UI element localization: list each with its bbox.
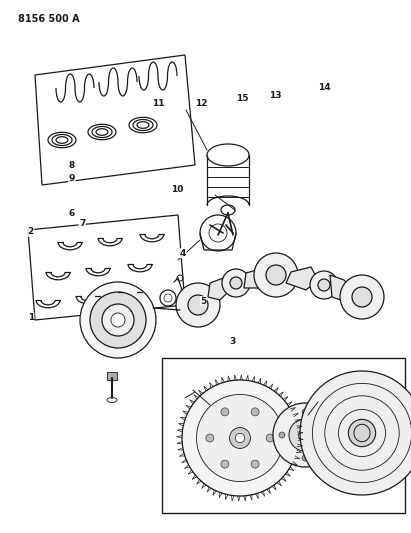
Circle shape [206,434,214,442]
Circle shape [318,279,330,291]
Circle shape [221,408,229,416]
Circle shape [325,432,331,438]
Text: 9: 9 [69,174,75,183]
Circle shape [90,292,146,348]
Bar [162,358,405,513]
Bar [107,372,117,380]
Polygon shape [286,267,318,290]
Circle shape [230,277,242,289]
Circle shape [221,460,229,468]
Text: 15: 15 [236,94,249,103]
Circle shape [302,455,308,461]
Circle shape [102,304,134,336]
Text: 11: 11 [152,100,164,108]
Circle shape [188,295,208,315]
Circle shape [340,275,384,319]
Circle shape [254,253,298,297]
Circle shape [266,265,286,285]
Text: 14: 14 [319,84,331,92]
Circle shape [300,371,411,495]
Circle shape [310,271,338,299]
Text: 5: 5 [200,297,207,305]
Circle shape [182,380,298,496]
Polygon shape [244,268,271,288]
Circle shape [352,287,372,307]
Text: 3: 3 [229,337,236,345]
Circle shape [251,460,259,468]
Circle shape [230,427,250,448]
Text: 8156 500 A: 8156 500 A [18,14,80,24]
Circle shape [222,269,250,297]
Circle shape [349,419,376,447]
Text: 6: 6 [69,209,75,217]
Text: 12: 12 [195,100,208,108]
Circle shape [251,408,259,416]
Circle shape [80,282,156,358]
Polygon shape [208,277,233,300]
Circle shape [266,434,274,442]
Text: 8: 8 [69,161,75,169]
Circle shape [176,283,220,327]
Circle shape [302,409,308,415]
Text: 10: 10 [171,185,183,193]
Circle shape [273,403,337,467]
Text: 4: 4 [180,249,186,257]
Text: 13: 13 [269,92,282,100]
Circle shape [196,394,284,481]
Circle shape [236,433,245,442]
Text: 2: 2 [28,228,34,236]
Polygon shape [330,275,356,303]
Text: 7: 7 [79,220,85,228]
Text: 1: 1 [28,313,34,321]
Circle shape [299,429,312,441]
Circle shape [111,313,125,327]
Circle shape [289,419,321,451]
Circle shape [279,432,285,438]
